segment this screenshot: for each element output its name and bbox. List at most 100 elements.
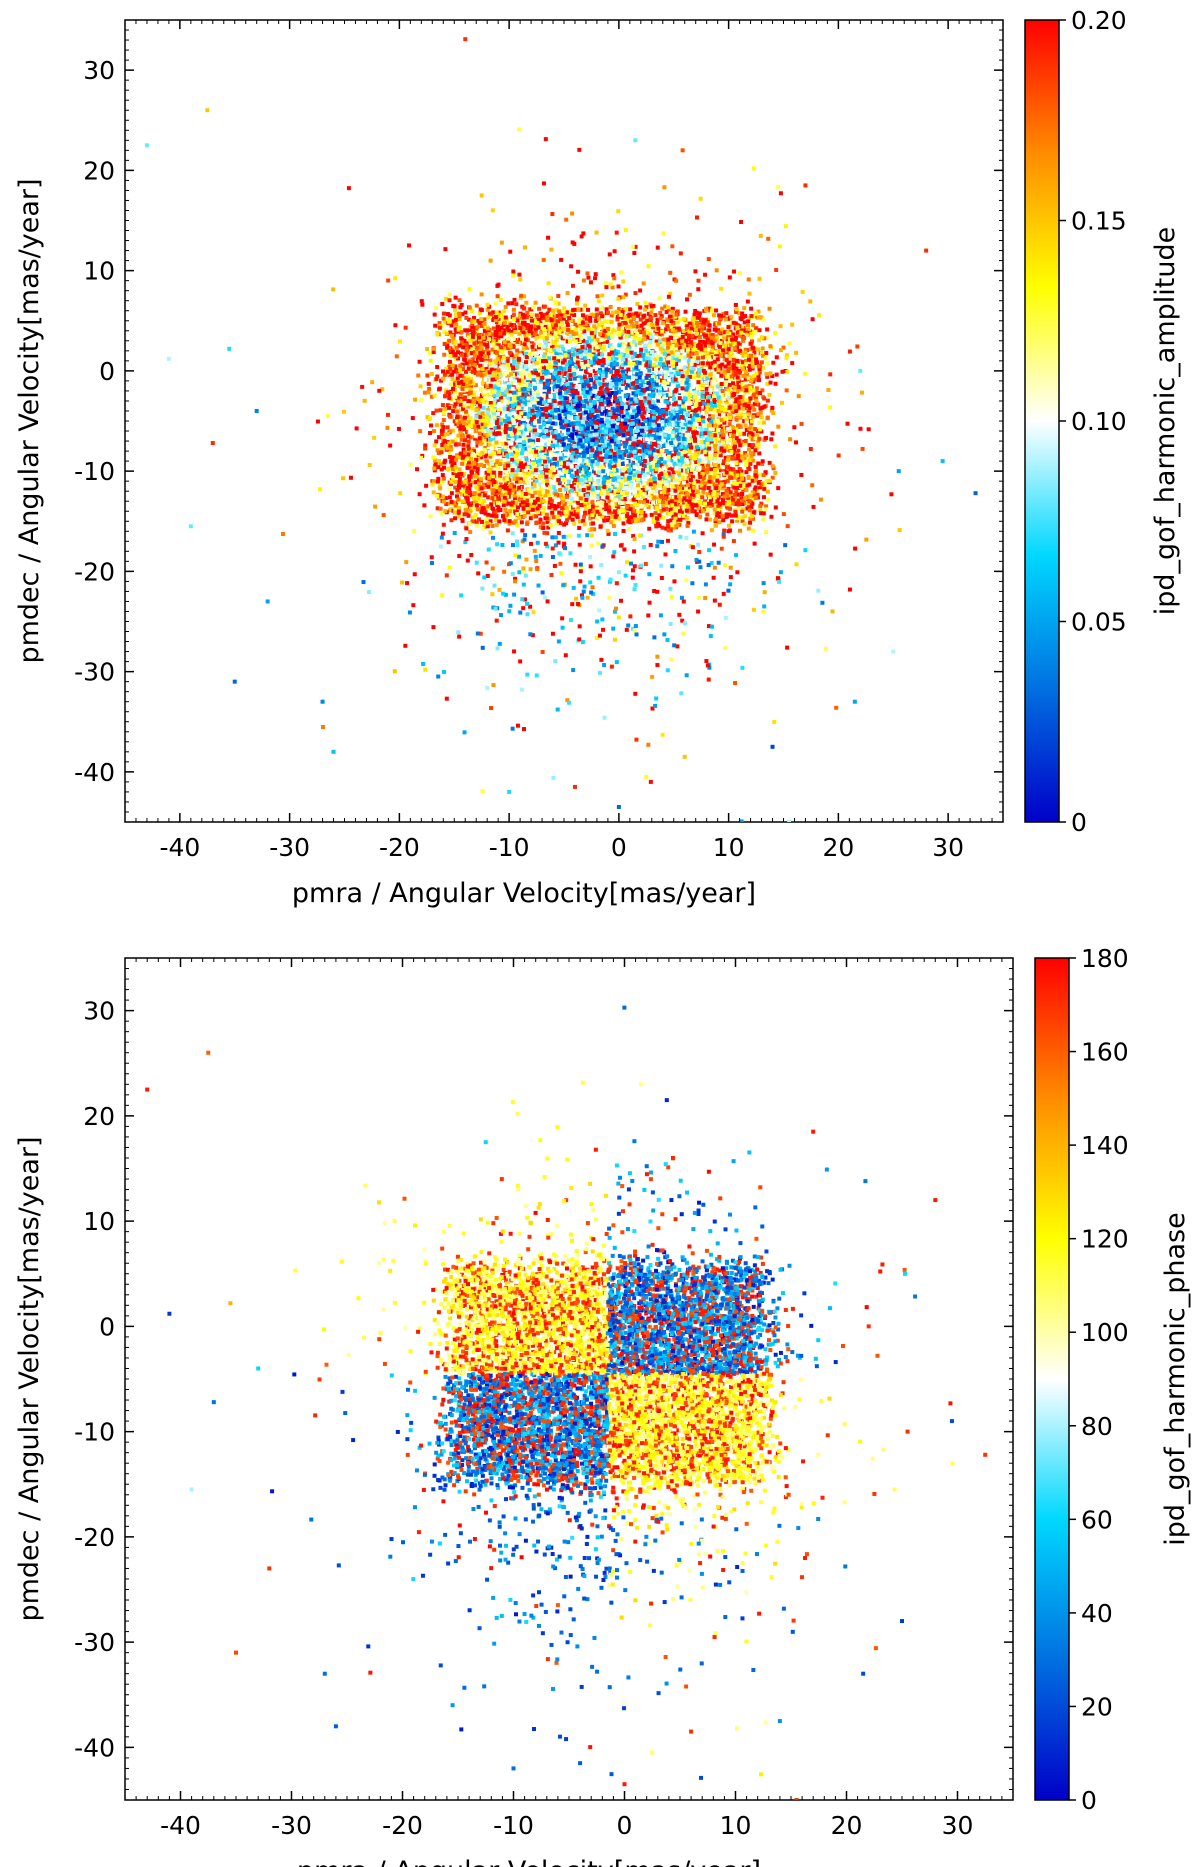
data-point	[585, 511, 590, 516]
data-point	[425, 347, 430, 352]
data-point	[577, 466, 582, 471]
data-point	[661, 382, 666, 387]
data-point	[412, 528, 417, 533]
data-point	[516, 401, 521, 406]
data-point	[614, 660, 619, 665]
data-point	[490, 566, 495, 571]
data-point	[508, 603, 513, 608]
data-point	[590, 431, 595, 436]
data-point	[447, 298, 452, 303]
data-point	[660, 469, 665, 474]
data-point	[771, 466, 776, 471]
data-point	[769, 437, 774, 442]
data-point	[741, 392, 746, 397]
data-point	[785, 645, 790, 650]
data-point	[512, 390, 517, 395]
data-point	[582, 503, 587, 508]
data-point	[532, 548, 537, 553]
data-point	[550, 510, 555, 515]
data-point	[561, 316, 566, 321]
data-point	[530, 337, 535, 342]
data-point	[503, 343, 508, 348]
data-point	[749, 306, 754, 311]
data-point	[750, 490, 755, 495]
data-point	[729, 407, 734, 412]
data-point	[607, 435, 612, 440]
data-point	[751, 458, 756, 463]
data-point	[624, 463, 629, 468]
data-point	[480, 408, 485, 413]
data-point	[585, 426, 590, 431]
data-point	[710, 345, 715, 350]
data-point	[439, 535, 444, 540]
data-point	[440, 480, 445, 485]
data-point	[454, 442, 459, 447]
data-point	[634, 320, 639, 325]
data-point	[453, 295, 458, 300]
data-point	[703, 582, 708, 587]
data-point	[561, 583, 566, 588]
data-point	[641, 281, 646, 286]
data-point	[416, 373, 421, 378]
data-point	[492, 408, 497, 413]
data-point	[631, 312, 636, 317]
data-point	[442, 433, 447, 438]
data-point	[684, 457, 689, 462]
data-point	[452, 382, 457, 387]
data-point	[710, 391, 715, 396]
data-point	[582, 427, 587, 432]
data-point	[460, 461, 465, 466]
data-point	[678, 517, 683, 522]
data-point	[479, 393, 484, 398]
data-point	[559, 354, 564, 359]
data-point	[453, 485, 458, 490]
data-point	[604, 379, 609, 384]
data-point	[662, 185, 667, 190]
data-point	[753, 427, 758, 432]
data-point	[547, 492, 552, 497]
data-point	[531, 378, 536, 383]
data-point	[617, 373, 622, 378]
data-point	[719, 546, 724, 551]
data-point	[628, 482, 633, 487]
data-point	[500, 542, 505, 547]
data-point	[571, 402, 576, 407]
data-point	[503, 418, 508, 423]
data-point	[610, 285, 615, 290]
data-point	[547, 307, 552, 312]
data-point	[591, 389, 596, 394]
data-point	[627, 347, 632, 352]
data-point	[524, 351, 529, 356]
data-point	[757, 276, 762, 281]
data-point	[609, 495, 614, 500]
data-point	[488, 466, 493, 471]
data-point	[722, 448, 727, 453]
data-point	[723, 455, 728, 460]
data-point	[778, 191, 783, 196]
data-point	[546, 525, 551, 530]
data-point	[543, 137, 548, 142]
data-point	[657, 523, 662, 528]
data-point	[638, 425, 643, 430]
data-point	[570, 517, 575, 522]
data-point	[466, 420, 471, 425]
data-point	[572, 512, 577, 517]
data-point	[595, 426, 600, 431]
data-point	[708, 412, 713, 417]
data-point	[755, 445, 760, 450]
data-point	[542, 595, 547, 600]
data-point	[560, 511, 565, 516]
data-point	[486, 547, 491, 552]
data-point	[468, 435, 473, 440]
data-point	[642, 333, 647, 338]
data-point	[511, 491, 516, 496]
data-point	[639, 347, 644, 352]
data-point	[596, 392, 601, 397]
data-point	[751, 516, 756, 521]
data-point	[521, 429, 526, 434]
data-point	[718, 453, 723, 458]
data-point	[722, 357, 727, 362]
data-point	[641, 416, 646, 421]
data-point	[598, 670, 603, 675]
data-point	[505, 330, 510, 335]
